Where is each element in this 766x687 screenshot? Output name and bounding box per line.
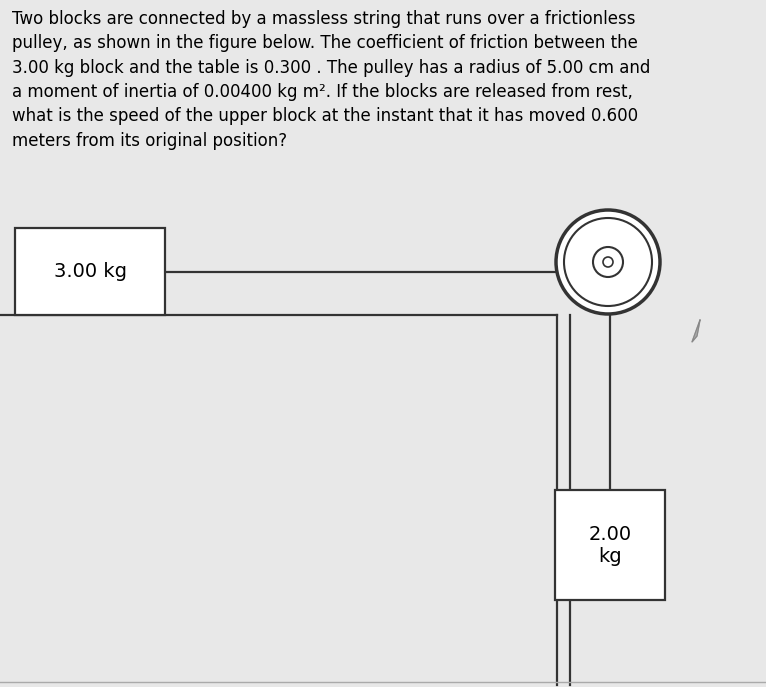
Circle shape [564,218,652,306]
Text: 3.00 kg: 3.00 kg [54,262,126,281]
Text: Two blocks are connected by a massless string that runs over a frictionless
pull: Two blocks are connected by a massless s… [12,10,650,150]
Bar [555,490,665,600]
Text: 2.00
kg: 2.00 kg [588,524,631,565]
Circle shape [593,247,623,277]
Bar [15,228,165,315]
Circle shape [556,210,660,314]
Circle shape [603,257,613,267]
Circle shape [604,258,612,266]
Polygon shape [692,320,700,342]
